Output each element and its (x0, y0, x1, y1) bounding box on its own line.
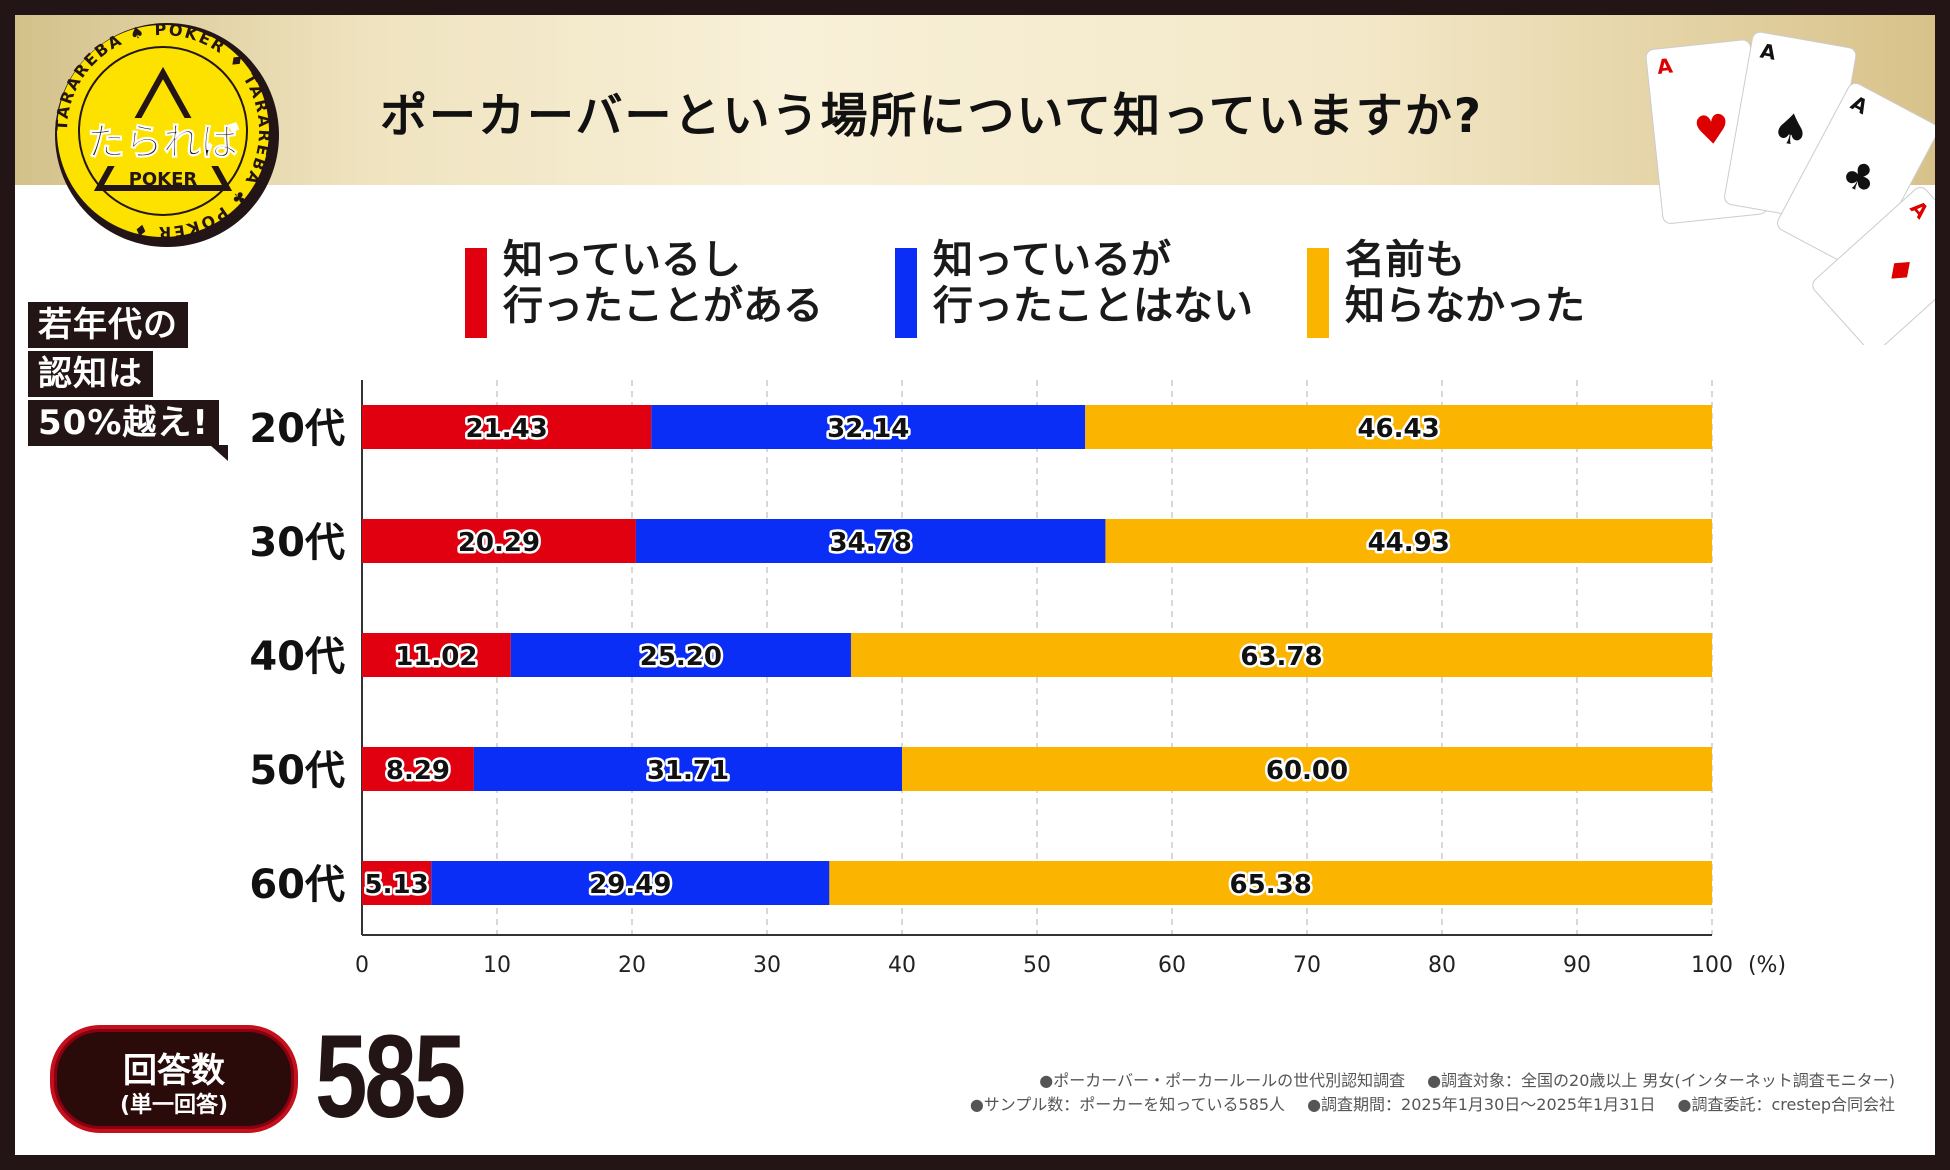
bar-value-label: 63.78 (1240, 642, 1322, 672)
x-tick-label: 80 (1428, 953, 1456, 978)
bar-value-label: 11.02 (395, 642, 477, 672)
category-label: 20代 (249, 406, 345, 452)
response-count-badge: 回答数 (単一回答) (50, 1025, 298, 1133)
callout-line: 認知は (28, 351, 153, 397)
response-count-sublabel: (単一回答) (119, 1093, 229, 1118)
header-band (15, 15, 1935, 185)
logo-main-text: たられば (87, 120, 239, 164)
svg-text:A: A (1656, 53, 1674, 79)
bar-value-label: 32.14 (827, 414, 909, 444)
bar-segment (829, 861, 1712, 905)
bar-segment (431, 861, 830, 905)
legend-label: 知っているが 行ったことはない (933, 237, 1253, 329)
category-label: 40代 (249, 634, 345, 680)
footnote: ●サンプル数：ポーカーを知っている585人 (969, 1095, 1286, 1114)
footnote: ●ポーカーバー・ポーカールールの世代別認知調査 (1039, 1071, 1406, 1090)
footnote-line-1: ●ポーカーバー・ポーカールールの世代別認知調査 ●調査対象：全国の20歳以上 男女… (1017, 1067, 1895, 1091)
bar-segment (850, 633, 1712, 677)
bar-segment (362, 405, 652, 449)
x-tick-label: 10 (483, 953, 511, 978)
bar-value-label: 31.71 (647, 756, 729, 786)
legend-swatch (1307, 248, 1329, 338)
bar-segment (651, 405, 1086, 449)
bar-value-label: 8.29 (386, 756, 450, 786)
logo-sub-text: POKER (129, 169, 198, 190)
playing-cards-illustration: A ♥ A ♠ A ♣ A ♦ (1645, 31, 1935, 345)
bar-value-label: 60.00 (1266, 756, 1348, 786)
footnote: ●調査期間：2025年1月30日～2025年1月31日 (1307, 1095, 1656, 1114)
callout-line: 50%越え! (28, 400, 219, 446)
bar-segment (635, 519, 1106, 563)
bar-segment (473, 747, 902, 791)
bar-value-label: 5.13 (365, 870, 429, 900)
bar-segment (510, 633, 851, 677)
bar-value-label: 44.93 (1368, 528, 1450, 558)
legend-label: 名前も 知らなかった (1345, 237, 1585, 329)
bar-value-label: 25.20 (640, 642, 722, 672)
bar-value-label: 65.38 (1230, 870, 1312, 900)
bar-segment (362, 747, 474, 791)
x-tick-label: 50 (1023, 953, 1051, 978)
heart-icon: ♥ (1692, 106, 1732, 155)
stacked-bar-chart: 0 10 20 30 40 50 60 70 80 90 100 (%) 20代 21.43 32.14 46… (249, 380, 1786, 978)
category-label: 30代 (249, 520, 345, 566)
callout-line: 若年代の (28, 302, 188, 348)
bar-segment (1085, 405, 1712, 449)
legend-label: 知っているし 行ったことがある (503, 237, 823, 329)
footnote-line-2: ●サンプル数：ポーカーを知っている585人 ●調査期間：2025年1月30日～20… (948, 1091, 1895, 1115)
footnote: ●調査委託：crestep合同会社 (1677, 1095, 1895, 1114)
x-tick-label: 90 (1563, 953, 1591, 978)
x-tick-label: 0 (355, 953, 369, 978)
bar-value-label: 29.49 (589, 870, 671, 900)
bar-value-label: 21.43 (466, 414, 548, 444)
svg-text:A: A (1758, 39, 1778, 65)
x-tick-label: 20 (618, 953, 646, 978)
bar-value-label: 46.43 (1357, 414, 1439, 444)
bar-segment (362, 633, 511, 677)
x-axis-unit: (%) (1748, 953, 1786, 978)
response-count-value: 585 (315, 1011, 466, 1143)
bar-segment (902, 747, 1712, 791)
bar-segment (362, 519, 636, 563)
bar-segment (1105, 519, 1712, 563)
x-tick-label: 30 (753, 953, 781, 978)
footnote: ●調査対象：全国の20歳以上 男女(インターネット調査モニター) (1427, 1071, 1895, 1090)
callout-pointer (210, 445, 228, 461)
category-label: 60代 (249, 862, 345, 908)
bar-value-label: 20.29 (458, 528, 540, 558)
x-tick-label: 70 (1293, 953, 1321, 978)
x-tick-label: 60 (1158, 953, 1186, 978)
response-count-label: 回答数 (123, 1051, 225, 1091)
x-tick-label: 40 (888, 953, 916, 978)
infographic-frame: ポーカーバーという場所について知っていますか? TARAREBA ♠ POKER… (15, 15, 1935, 1155)
spade-icon: ♠ (1768, 102, 1814, 157)
category-label: 50代 (249, 748, 345, 794)
x-tick-label: 100 (1691, 953, 1733, 978)
page-title: ポーカーバーという場所について知っていますか? (380, 89, 1484, 144)
legend-swatch (465, 248, 487, 338)
legend-swatch (895, 248, 917, 338)
tarareba-poker-logo: TARAREBA ♠ POKER ♦ TARAREBA ♣ POKER ♦ たら… (52, 23, 279, 247)
bar-value-label: 34.78 (830, 528, 912, 558)
bar-segment (362, 861, 432, 905)
